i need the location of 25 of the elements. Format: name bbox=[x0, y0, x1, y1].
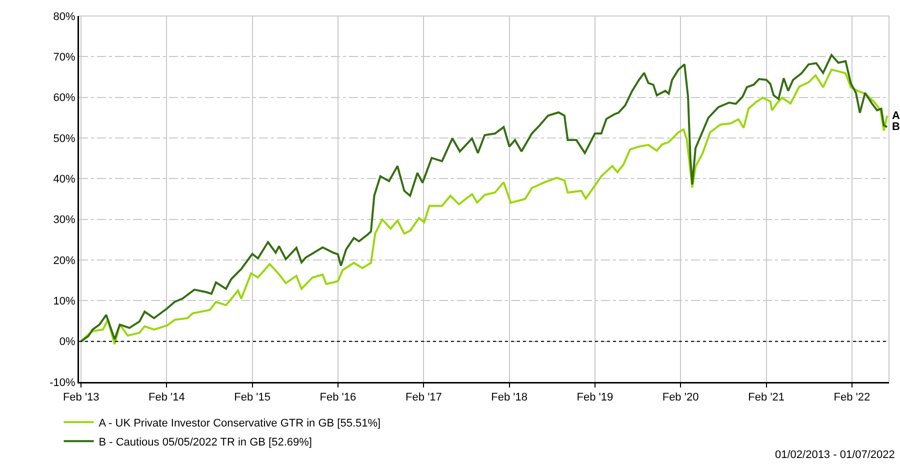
legend-label: A - UK Private Investor Conservative GTR in GB [55.51%] bbox=[98, 417, 381, 430]
x-tick-label: Feb '20 bbox=[662, 392, 699, 404]
y-tick-label: 50% bbox=[53, 132, 76, 145]
x-tick-label: Feb '18 bbox=[491, 392, 528, 404]
y-tick-label: 40% bbox=[53, 174, 76, 186]
x-tick-label: Feb '14 bbox=[148, 392, 185, 404]
y-tick-label: 80% bbox=[53, 10, 76, 23]
y-tick-label: 30% bbox=[53, 214, 76, 226]
text: 01/02/2013 - 01/07/2022 bbox=[775, 449, 895, 461]
y-tick-label: -10% bbox=[50, 376, 76, 389]
annotation: B bbox=[892, 121, 900, 133]
annotation: A bbox=[892, 110, 900, 122]
x-tick-label: Feb '21 bbox=[748, 392, 785, 404]
y-tick-label: 60% bbox=[53, 92, 76, 104]
y-tick-label: 0% bbox=[59, 336, 76, 348]
x-tick-label: Feb '13 bbox=[62, 392, 100, 404]
legend-label: B - Cautious 05/05/2022 TR in GB [52.69%] bbox=[98, 436, 312, 448]
y-tick-label: 70% bbox=[53, 52, 76, 64]
y-tick-label: 20% bbox=[53, 254, 76, 267]
x-tick-label: Feb '16 bbox=[320, 392, 356, 404]
x-tick-label: Feb '15 bbox=[234, 392, 270, 404]
y-tick-label: 10% bbox=[53, 296, 76, 308]
x-tick-label: Feb '19 bbox=[576, 392, 614, 404]
x-tick-label: Feb '22 bbox=[834, 392, 870, 404]
x-tick-label: Feb '17 bbox=[406, 392, 442, 404]
